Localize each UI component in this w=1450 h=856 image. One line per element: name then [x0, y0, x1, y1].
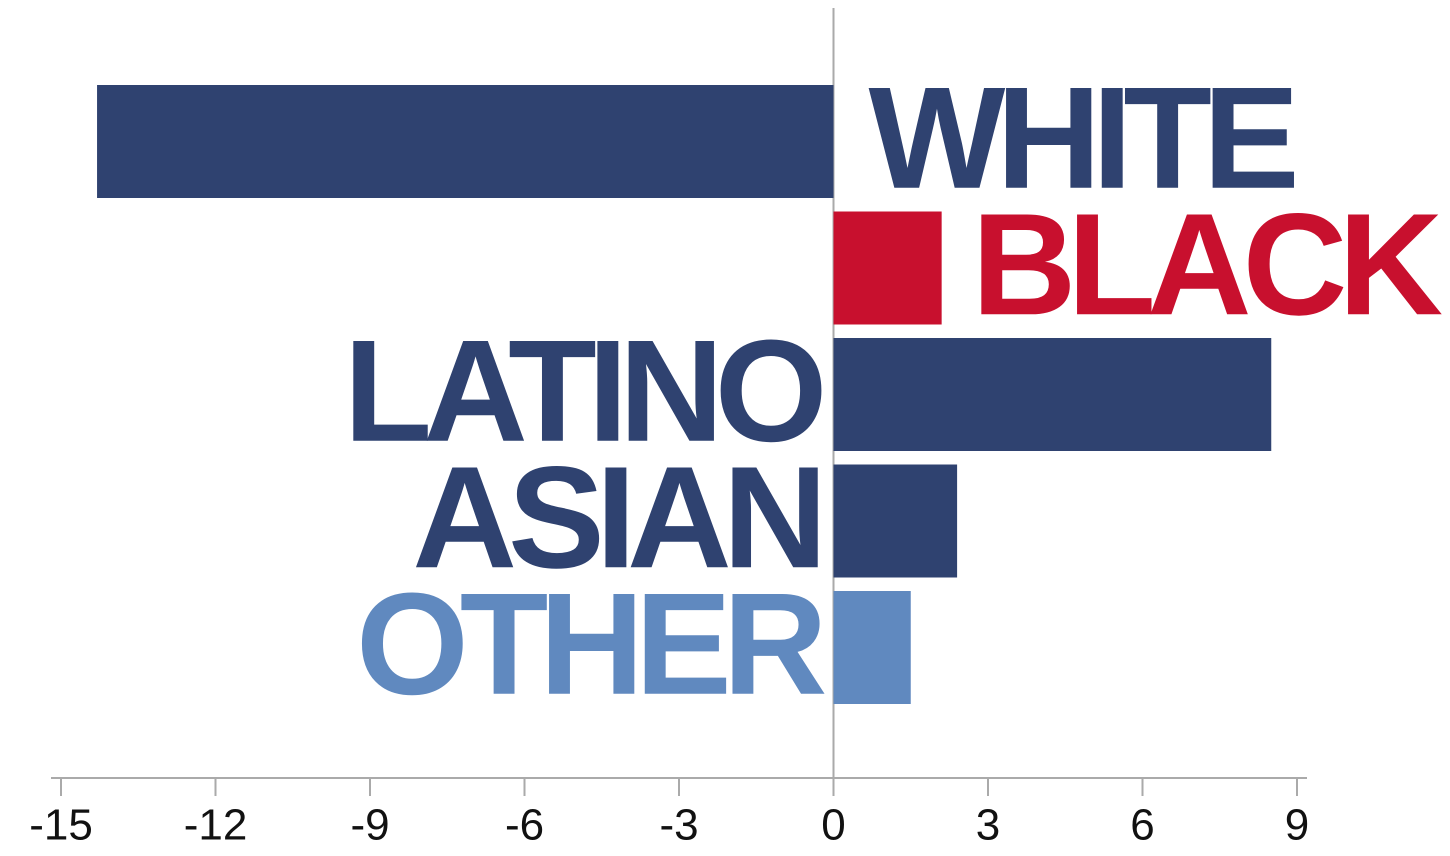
x-tick-label: 3	[976, 801, 1000, 850]
category-label: OTHER	[356, 563, 825, 725]
bar	[833, 211, 942, 325]
x-tick-label: 9	[1285, 801, 1309, 850]
bar	[97, 85, 834, 198]
x-tick-label: -3	[659, 801, 698, 850]
x-tick-label: -6	[505, 801, 544, 850]
bar	[833, 591, 911, 704]
bar	[833, 338, 1272, 451]
x-tick-label: -12	[184, 801, 248, 850]
category-label: LATINO	[344, 310, 822, 472]
x-tick-label: 0	[821, 801, 845, 850]
bar	[833, 464, 958, 578]
x-tick-label: -9	[350, 801, 389, 850]
category-label: BLACK	[972, 183, 1443, 345]
x-tick-label: 6	[1130, 801, 1154, 850]
category-label: WHITE	[869, 57, 1295, 219]
category-label: ASIAN	[412, 436, 818, 598]
x-tick-label: -15	[29, 801, 93, 850]
